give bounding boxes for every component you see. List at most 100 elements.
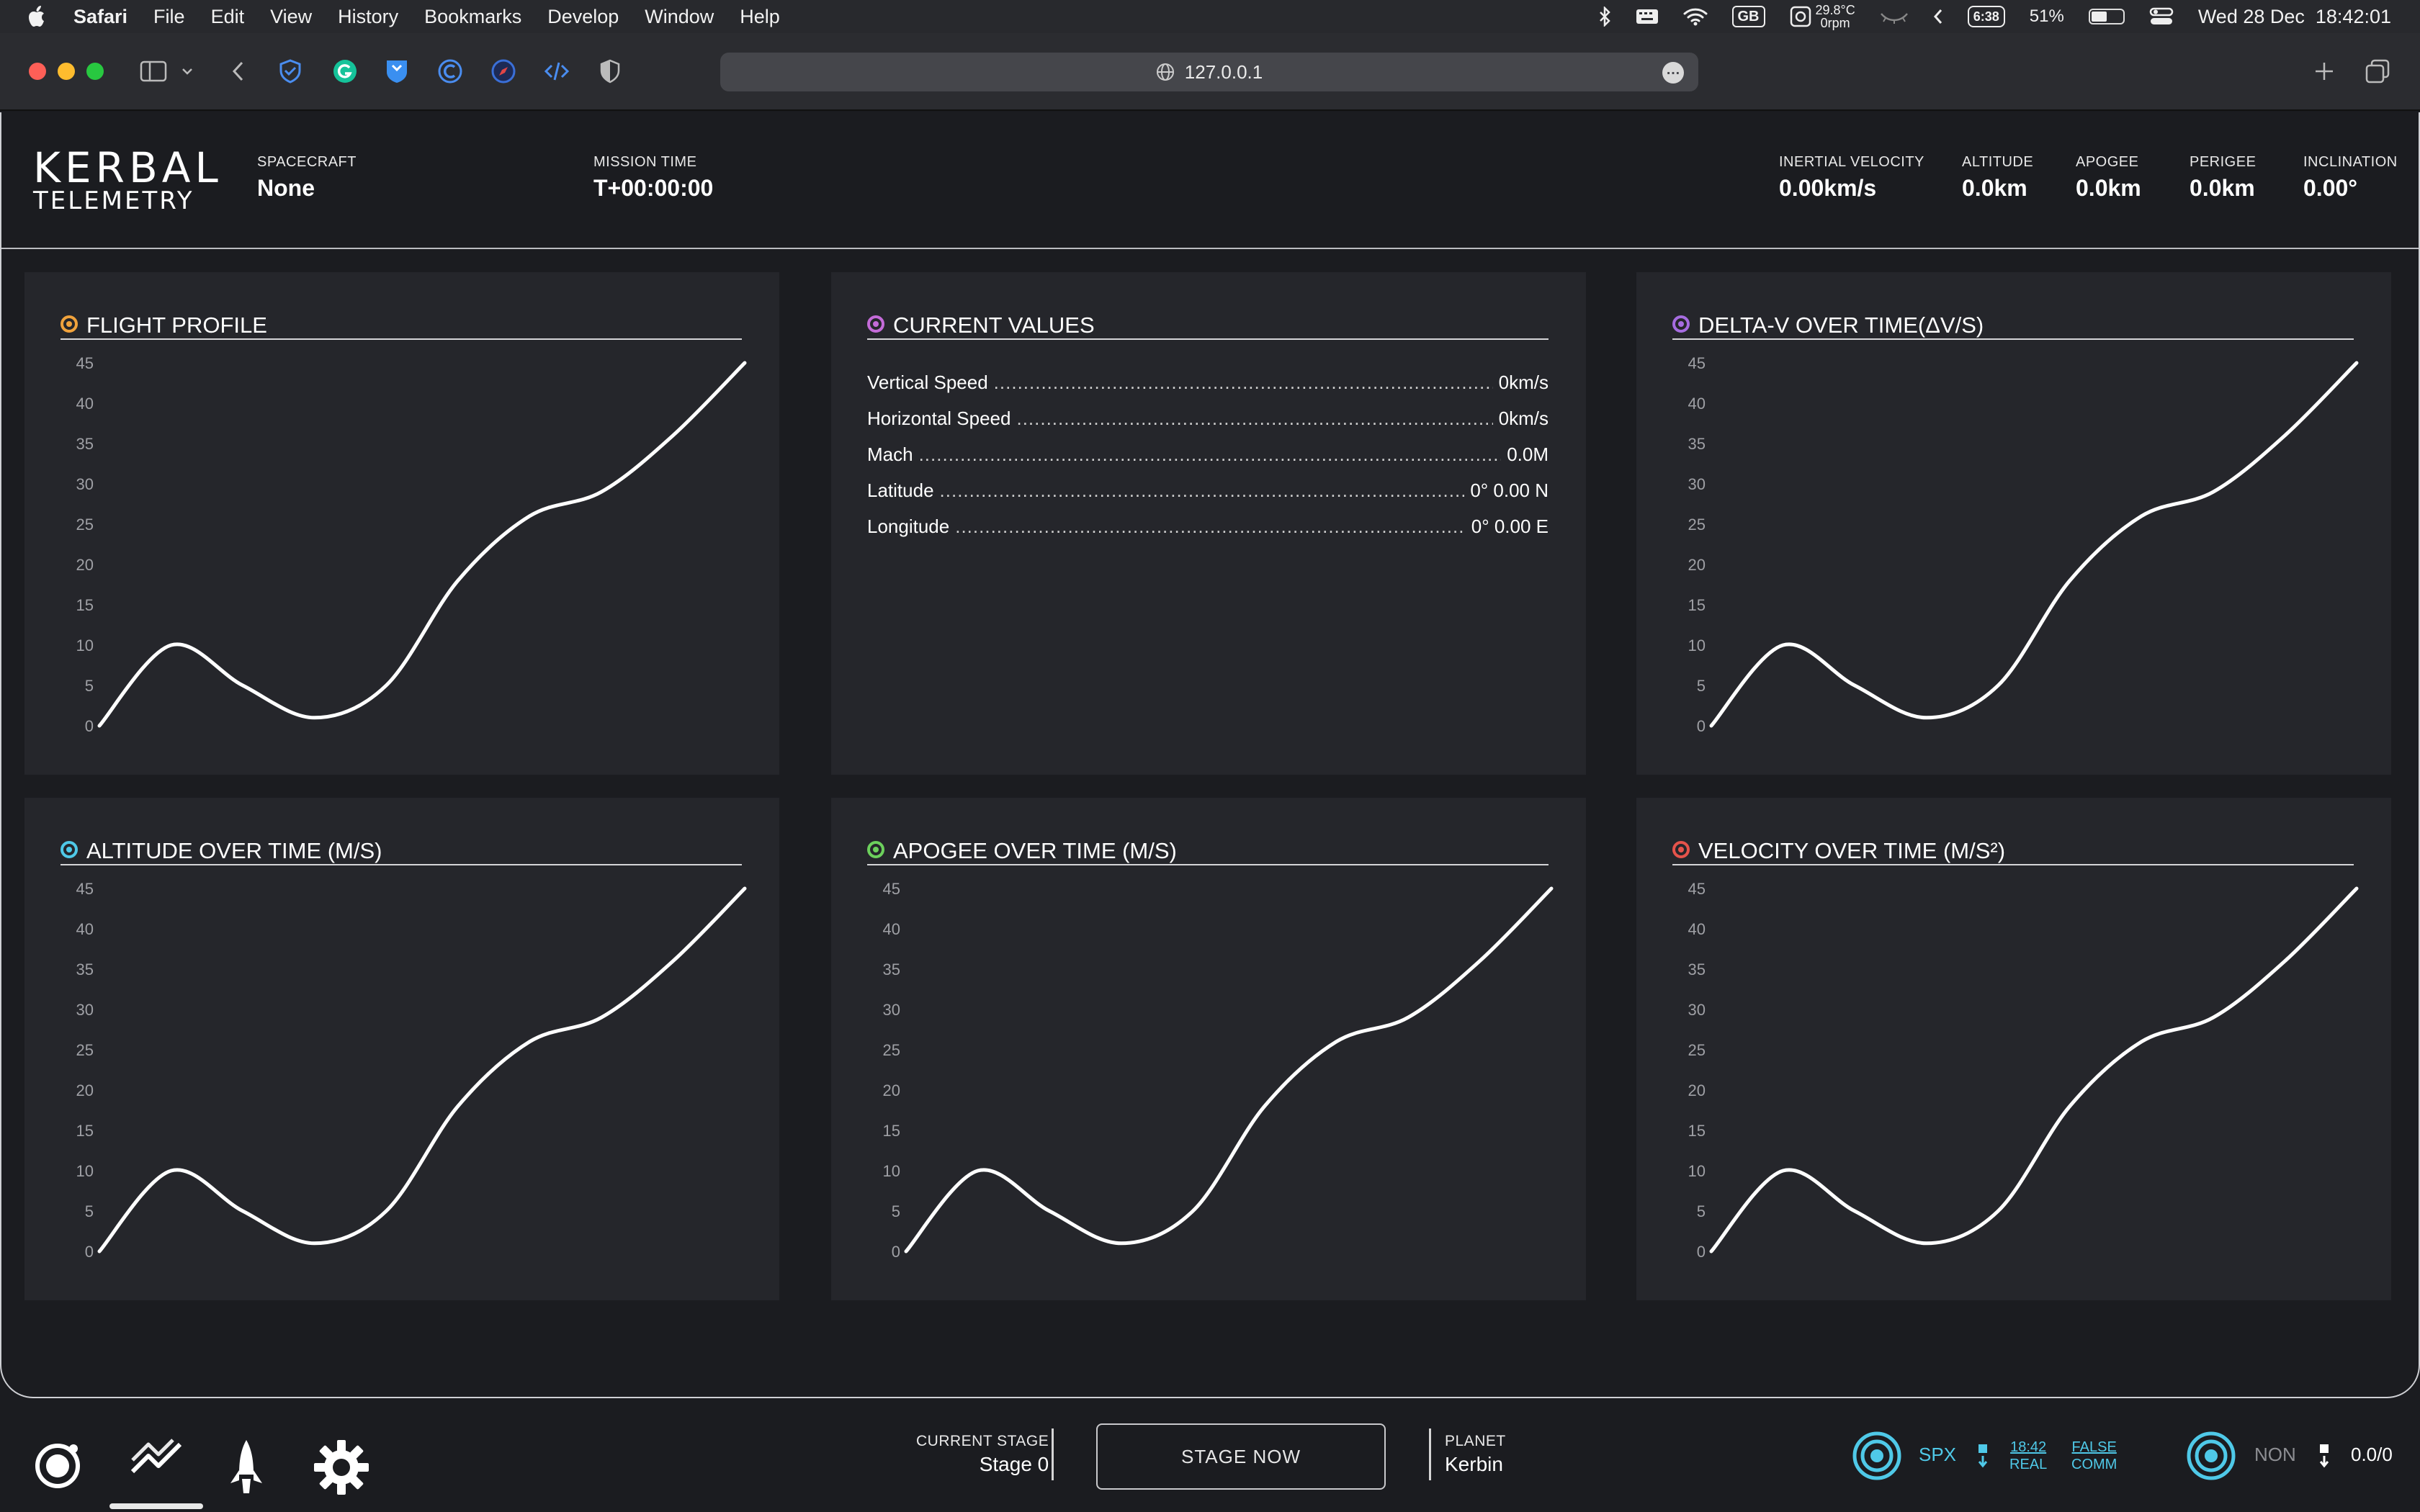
stat-label: APOGEE (2076, 154, 2139, 170)
shield-check-icon[interactable] (277, 58, 304, 85)
y-tick-label: 15 (76, 1122, 94, 1140)
address-bar[interactable]: 127.0.0.1 … (720, 53, 1698, 91)
y-tick-label: 35 (883, 960, 900, 978)
stage-now-button[interactable]: STAGE NOW (1096, 1423, 1386, 1490)
mission-time-label: MISSION TIME (593, 154, 697, 170)
eye-icon[interactable] (1880, 9, 1909, 24)
menu-app-name[interactable]: Safari (73, 5, 128, 27)
menu-file[interactable]: File (153, 5, 185, 27)
horizontal-speed-row: Horizontal Speed 0km/s (867, 408, 1549, 430)
apple-icon[interactable] (27, 5, 48, 28)
new-tab-plus-icon[interactable] (2311, 58, 2338, 85)
y-tick-label: 20 (1688, 556, 1706, 574)
panel-title: FLIGHT PROFILE (60, 312, 742, 340)
privacy-shield-icon[interactable] (596, 58, 624, 85)
secondary-ring-icon[interactable] (2185, 1430, 2237, 1485)
extension-c-icon[interactable] (436, 58, 464, 85)
panel-title: DELTA-V OVER TIME(ΔV/S) (1672, 312, 2354, 340)
orbit-icon[interactable] (32, 1439, 84, 1494)
signal-arrow-icon (1976, 1443, 1989, 1472)
panel-status-icon (1672, 841, 1690, 858)
y-tick-label: 40 (1688, 920, 1706, 938)
y-tick-label: 25 (76, 516, 94, 534)
ellipsis-icon[interactable]: … (1662, 62, 1684, 84)
chevron-left-icon[interactable] (1933, 8, 1943, 25)
flight-profile-panel: FLIGHT PROFILE 0 5 10 15 20 25 30 35 40 45 (24, 272, 779, 775)
battery-icon[interactable] (2088, 9, 2125, 24)
menu-help[interactable]: Help (740, 5, 780, 27)
menu-develop[interactable]: Develop (547, 5, 619, 27)
clock-text[interactable]: Wed 28 Dec 18:42:01 (2197, 5, 2391, 27)
row-value: 0° 0.00 E (1471, 516, 1549, 537)
weather-widget[interactable]: 29.8°C 0rpm (1790, 4, 1855, 30)
menu-history[interactable]: History (338, 5, 399, 27)
mission-time-value: T+00:00:00 (593, 175, 714, 201)
sidebar-icon[interactable] (140, 58, 167, 85)
stat-value: 0.00km/s (1779, 175, 1877, 201)
menu-bar: Safari File Edit View History Bookmarks … (0, 0, 2420, 33)
back-arrow-icon[interactable] (225, 58, 252, 85)
menu-edit[interactable]: Edit (210, 5, 245, 27)
y-tick-label: 15 (1688, 596, 1706, 614)
connection-label: SPX (1919, 1444, 1957, 1465)
stat-value: 0.0km (1962, 175, 2027, 201)
tab-overview-icon[interactable] (2364, 58, 2391, 85)
inclination-stat: INCLINATION 0.00° (2303, 154, 2398, 202)
row-label: Latitude (867, 480, 934, 501)
app-logo: KERBAL TELEMETRY (33, 143, 223, 215)
code-icon[interactable] (543, 58, 570, 85)
panel-title-text: CURRENT VALUES (893, 312, 1095, 338)
globe-icon (1156, 63, 1174, 81)
vertical-speed-row: Vertical Speed 0km/s (867, 372, 1549, 394)
extension-compass-icon[interactable] (490, 58, 517, 85)
battery-time-badge[interactable]: 6:38 (1967, 6, 2005, 27)
wifi-icon[interactable] (1683, 7, 1708, 26)
menu-bookmarks[interactable]: Bookmarks (424, 5, 522, 27)
panel-status-icon (60, 315, 78, 333)
y-tick-label: 30 (76, 475, 94, 493)
telemetry-app: KERBAL TELEMETRY SPACECRAFT None MISSION… (0, 112, 2420, 1512)
input-source-badge[interactable]: GB (1731, 6, 1765, 27)
y-tick-label: 20 (76, 1081, 94, 1099)
y-tick-label: 15 (883, 1122, 900, 1140)
panel-title-text: DELTA-V OVER TIME(ΔV/S) (1698, 312, 1984, 338)
logo-line1: KERBAL (33, 143, 223, 192)
bitwarden-icon[interactable] (383, 58, 411, 85)
bluetooth-icon[interactable] (1598, 6, 1611, 27)
close-window-button[interactable] (29, 63, 46, 80)
y-tick-label: 25 (1688, 516, 1706, 534)
dot-leader (1016, 408, 1492, 430)
stat-value: 0.0km (2190, 175, 2255, 201)
longitude-row: Longitude 0° 0.00 E (867, 516, 1549, 538)
panel-status-icon (60, 841, 78, 858)
y-tick-label: 40 (76, 920, 94, 938)
chevron-down-icon[interactable] (180, 58, 194, 85)
panel-status-icon (1672, 315, 1690, 333)
control-center-icon[interactable] (2149, 7, 2174, 26)
dot-leader (919, 444, 1502, 466)
app-header: KERBAL TELEMETRY SPACECRAFT None MISSION… (1, 112, 2419, 249)
series-line (1709, 886, 2359, 1254)
menu-window[interactable]: Window (645, 5, 714, 27)
temperature-text: 29.8°C (1815, 3, 1855, 17)
connection-ring-icon[interactable] (1851, 1430, 1903, 1485)
y-tick-label: 35 (76, 960, 94, 978)
series-line (97, 886, 747, 1254)
menu-view[interactable]: View (270, 5, 313, 27)
y-tick-label: 30 (76, 1001, 94, 1019)
y-tick-label: 10 (76, 636, 94, 654)
current-values-panel: CURRENT VALUES Vertical Speed 0km/s Horiz… (831, 272, 1586, 775)
y-tick-label: 40 (1688, 395, 1706, 413)
stat-value: 0.0km (2076, 175, 2141, 201)
stat-label: INCLINATION (2303, 154, 2398, 170)
grammarly-icon[interactable] (331, 58, 359, 85)
trend-chart-icon[interactable] (130, 1439, 184, 1482)
zoom-window-button[interactable] (86, 63, 104, 80)
gear-icon[interactable] (313, 1439, 370, 1500)
dot-leader (955, 516, 1466, 538)
velocity-chart: 0 5 10 15 20 25 30 35 40 45 (1688, 880, 2359, 1261)
panel-title: ALTITUDE OVER TIME (M/S) (60, 838, 742, 865)
minimize-window-button[interactable] (58, 63, 75, 80)
rocket-icon[interactable] (225, 1439, 268, 1500)
keyboard-icon[interactable] (1636, 8, 1659, 25)
